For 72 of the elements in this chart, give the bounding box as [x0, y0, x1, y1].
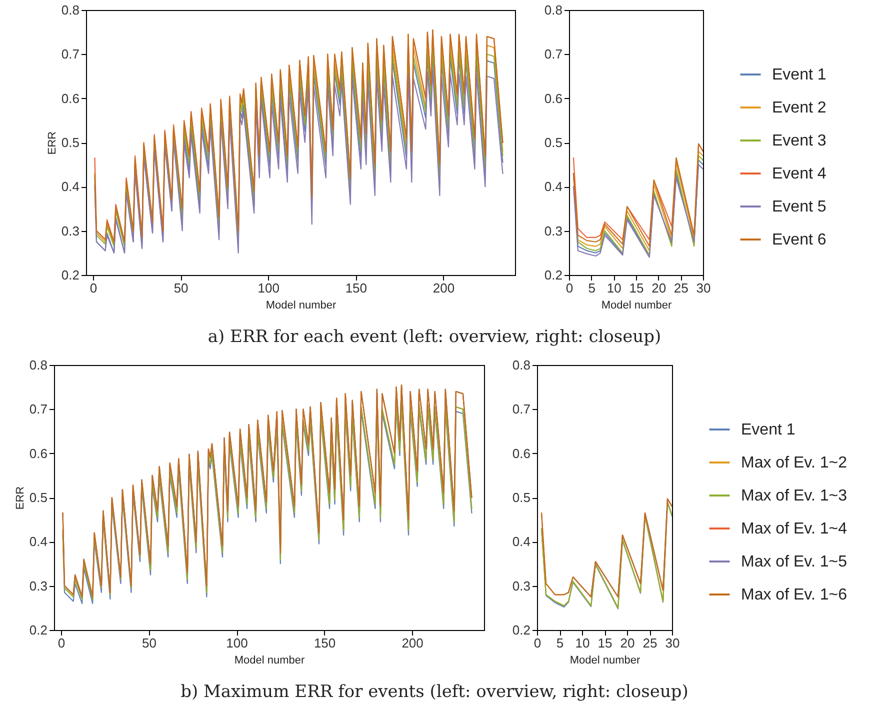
y-tick-label: 0.2 — [29, 622, 48, 638]
legend-label: Event 4 — [772, 166, 826, 182]
y-axis-title: ERR — [46, 131, 58, 155]
legend-label: Event 5 — [772, 198, 826, 216]
x-tick-label: 25 — [642, 636, 658, 650]
y-tick-label: 0.7 — [544, 46, 562, 62]
x-tick-label: 100 — [258, 280, 280, 296]
y-tick-label: 0.7 — [61, 46, 80, 62]
y-tick-label: 0.3 — [544, 223, 562, 238]
x-tick-label: 100 — [226, 636, 248, 650]
y-tick-label: 0.3 — [61, 223, 80, 238]
y-tick-label: 0.2 — [512, 622, 530, 638]
y-tick-label: 0.8 — [544, 2, 562, 18]
y-tick-label: 0.4 — [544, 179, 562, 194]
y-tick-label: 0.7 — [29, 402, 48, 417]
y-tick-label: 0.2 — [544, 268, 562, 282]
y-tick-label: 0.6 — [544, 90, 562, 106]
x-tick-label: 0 — [58, 636, 66, 650]
y-tick-label: 0.8 — [512, 358, 530, 372]
x-tick-label: 5 — [588, 280, 596, 296]
y-tick-label: 0.5 — [512, 490, 530, 505]
y-tick-label: 0.4 — [29, 534, 48, 550]
y-tick-label: 0.2 — [61, 268, 80, 282]
x-axis-title: Model number — [570, 654, 640, 666]
x-tick-label: 200 — [402, 636, 424, 650]
y-tick-label: 0.8 — [29, 358, 48, 372]
x-tick-label: 5 — [556, 636, 564, 650]
x-tick-label: 0 — [566, 280, 574, 296]
y-tick-label: 0.7 — [512, 402, 530, 417]
legend-label: Max of Ev. 1~3 — [741, 488, 848, 504]
x-tick-label: 20 — [652, 280, 666, 296]
y-tick-label: 0.6 — [512, 446, 530, 461]
x-tick-label: 25 — [674, 280, 688, 296]
legend-label: Max of Ev. 1~5 — [741, 554, 848, 570]
legend-label: Event 1 — [772, 66, 826, 84]
text: b) Maximum ERR for events (left: overview, right: closeup) — [180, 682, 690, 702]
x-tick-label: 10 — [575, 636, 590, 650]
y-tick-label: 0.6 — [29, 446, 48, 461]
y-tick-label: 0.5 — [544, 135, 562, 150]
y-axis-title: ERR — [14, 486, 26, 510]
x-tick-label: 50 — [142, 636, 157, 650]
y-tick-label: 0.6 — [61, 90, 80, 106]
x-tick-label: 15 — [629, 280, 644, 296]
x-axis-title: Model number — [234, 654, 305, 666]
x-tick-label: 50 — [174, 280, 188, 296]
x-tick-label: 20 — [620, 636, 635, 650]
x-tick-label: 150 — [345, 280, 368, 296]
x-axis-title: Model number — [266, 300, 336, 312]
legend-label: Event 6 — [772, 232, 826, 248]
x-tick-label: 30 — [665, 636, 680, 650]
legend-label: Max of Ev. 1~6 — [741, 586, 848, 604]
y-tick-label: 0.4 — [512, 534, 530, 550]
legend-label: Event 2 — [772, 100, 826, 116]
x-tick-label: 10 — [606, 280, 622, 296]
x-tick-label: 0 — [90, 280, 98, 296]
x-tick-label: 30 — [696, 280, 711, 296]
y-tick-label: 0.5 — [61, 135, 80, 150]
y-tick-label: 0.8 — [61, 2, 80, 18]
text: a) ERR for each event (left: overview, right: closeup) — [206, 327, 662, 347]
x-tick-label: 200 — [432, 280, 455, 296]
y-tick-label: 0.4 — [61, 179, 80, 194]
legend-label: Max of Ev. 1~2 — [741, 454, 848, 472]
x-tick-label: 15 — [598, 636, 612, 650]
x-tick-label: 0 — [534, 636, 542, 650]
y-tick-label: 0.5 — [29, 490, 48, 505]
x-axis-title: Model number — [601, 300, 672, 312]
y-tick-label: 0.3 — [512, 578, 530, 594]
legend-label: Event 3 — [772, 132, 826, 150]
legend-label: Max of Ev. 1~4 — [741, 520, 848, 538]
y-tick-label: 0.3 — [29, 578, 48, 594]
x-tick-label: 150 — [314, 636, 336, 650]
legend-label: Event 1 — [741, 422, 796, 438]
